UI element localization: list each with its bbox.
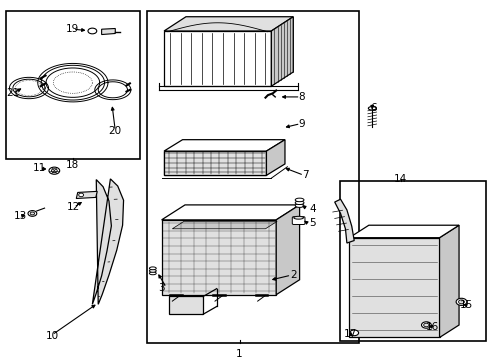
Polygon shape <box>92 179 123 304</box>
Ellipse shape <box>149 267 156 270</box>
Text: 7: 7 <box>302 170 308 180</box>
Ellipse shape <box>295 198 304 202</box>
Ellipse shape <box>423 323 428 327</box>
Polygon shape <box>334 199 353 243</box>
Ellipse shape <box>149 269 156 272</box>
Polygon shape <box>161 220 276 295</box>
Ellipse shape <box>295 201 304 204</box>
Text: 13: 13 <box>14 211 27 221</box>
Polygon shape <box>102 28 115 35</box>
Bar <box>339 181 485 341</box>
Text: 4: 4 <box>309 204 315 214</box>
Polygon shape <box>276 205 299 295</box>
Bar <box>163 151 266 175</box>
Ellipse shape <box>421 322 430 328</box>
Text: 12: 12 <box>67 202 81 212</box>
Polygon shape <box>168 297 203 314</box>
Text: 14: 14 <box>393 174 407 184</box>
Polygon shape <box>163 151 266 175</box>
Text: 10: 10 <box>45 331 59 341</box>
Bar <box>147 12 358 343</box>
Ellipse shape <box>458 300 464 304</box>
Ellipse shape <box>367 107 375 110</box>
Polygon shape <box>163 31 271 86</box>
Polygon shape <box>439 225 458 337</box>
Bar <box>5 12 140 159</box>
Polygon shape <box>271 17 293 86</box>
Polygon shape <box>172 221 277 229</box>
Ellipse shape <box>79 193 83 197</box>
Polygon shape <box>163 17 293 31</box>
Polygon shape <box>163 140 285 151</box>
Text: 9: 9 <box>298 119 305 129</box>
Polygon shape <box>76 192 97 198</box>
Ellipse shape <box>88 28 97 34</box>
Polygon shape <box>348 225 458 238</box>
Text: 15: 15 <box>459 300 472 310</box>
Text: 2: 2 <box>289 270 296 280</box>
Text: 3: 3 <box>158 283 164 293</box>
Text: 1: 1 <box>236 348 243 359</box>
Polygon shape <box>266 140 285 175</box>
Polygon shape <box>348 238 439 337</box>
Ellipse shape <box>293 216 303 219</box>
Ellipse shape <box>28 211 37 216</box>
FancyBboxPatch shape <box>292 217 305 225</box>
Text: 21: 21 <box>6 88 20 98</box>
Text: 11: 11 <box>33 163 46 173</box>
Text: 8: 8 <box>298 92 305 102</box>
Text: 16: 16 <box>425 322 438 332</box>
Ellipse shape <box>149 272 156 275</box>
Text: 17: 17 <box>344 329 357 339</box>
Ellipse shape <box>295 204 304 207</box>
Text: 19: 19 <box>66 24 80 34</box>
Text: 5: 5 <box>309 219 315 229</box>
Ellipse shape <box>30 212 35 215</box>
Ellipse shape <box>49 167 60 174</box>
Ellipse shape <box>349 330 358 336</box>
Text: 20: 20 <box>108 126 122 136</box>
Polygon shape <box>161 205 299 220</box>
Text: 18: 18 <box>66 159 80 170</box>
Ellipse shape <box>51 169 57 173</box>
Text: 6: 6 <box>369 103 376 113</box>
Ellipse shape <box>455 298 466 305</box>
